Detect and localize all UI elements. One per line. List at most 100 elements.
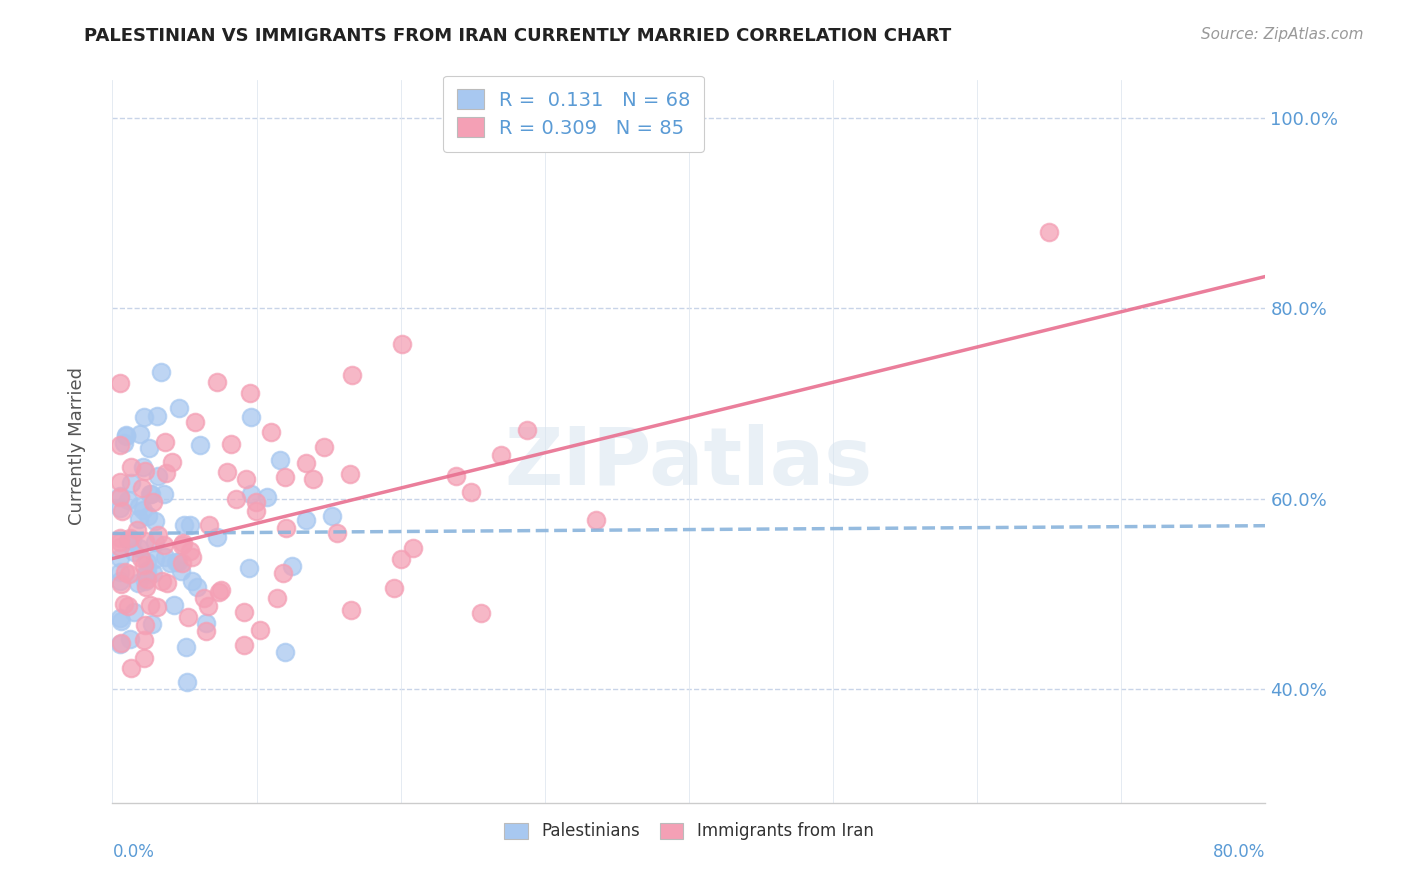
Point [302, 473, 325, 487]
Point [125, 523, 148, 537]
Point [117, 599, 139, 614]
Point [198, 518, 221, 533]
Point [138, 441, 160, 455]
Point [134, 574, 156, 588]
Point [122, 545, 145, 559]
Point [141, 487, 163, 501]
Point [120, 661, 142, 675]
Point [266, 591, 288, 605]
Point [193, 591, 215, 605]
Point [172, 556, 194, 570]
Point [110, 475, 132, 489]
Point [132, 632, 155, 647]
Point [112, 435, 135, 450]
Point [141, 616, 163, 631]
Point [312, 441, 335, 455]
Point [152, 538, 174, 552]
Point [108, 438, 131, 452]
Point [121, 533, 143, 548]
Point [321, 509, 343, 524]
Point [150, 365, 173, 379]
Point [159, 556, 181, 570]
Point [1038, 226, 1060, 240]
Text: 0.0%: 0.0% [112, 843, 155, 861]
Point [172, 538, 194, 552]
Point [127, 576, 149, 591]
Point [339, 467, 361, 481]
Point [516, 423, 538, 437]
Point [225, 491, 247, 506]
Point [163, 599, 186, 613]
Point [132, 558, 155, 572]
Text: Source: ZipAtlas.com: Source: ZipAtlas.com [1201, 27, 1364, 42]
Point [174, 640, 197, 654]
Point [382, 581, 405, 595]
Point [209, 582, 232, 597]
Point [134, 534, 156, 549]
Point [326, 525, 349, 540]
Point [491, 448, 513, 462]
Point [108, 376, 131, 390]
Point [181, 574, 204, 589]
Point [153, 435, 176, 450]
Point [176, 674, 198, 689]
Point [239, 486, 262, 500]
Point [271, 566, 294, 580]
Point [129, 427, 152, 442]
Point [281, 558, 304, 573]
Point [207, 530, 229, 544]
Text: PALESTINIAN VS IMMIGRANTS FROM IRAN CURRENTLY MARRIED CORRELATION CHART: PALESTINIAN VS IMMIGRANTS FROM IRAN CURR… [84, 27, 952, 45]
Legend: Palestinians, Immigrants from Iran: Palestinians, Immigrants from Iran [496, 814, 882, 848]
Point [177, 610, 200, 624]
Point [179, 518, 201, 533]
Point [179, 543, 201, 558]
Point [294, 513, 316, 527]
Point [173, 517, 195, 532]
Point [274, 645, 297, 659]
Point [132, 502, 155, 516]
Point [172, 536, 194, 550]
Point [139, 599, 162, 613]
Point [232, 605, 254, 619]
Point [150, 574, 173, 588]
Point [460, 485, 482, 500]
Point [245, 495, 267, 509]
Point [188, 438, 211, 452]
Point [117, 493, 139, 508]
Point [110, 576, 132, 591]
Point [181, 550, 204, 565]
Point [294, 456, 316, 470]
Point [108, 531, 131, 545]
Point [136, 508, 159, 523]
Point [122, 605, 145, 619]
Point [134, 464, 156, 478]
Text: 80.0%: 80.0% [1213, 843, 1265, 861]
Point [110, 636, 132, 650]
Point [162, 455, 184, 469]
Point [340, 602, 363, 616]
Point [108, 491, 131, 505]
Point [170, 564, 193, 578]
Point [205, 375, 228, 389]
Point [156, 576, 179, 591]
Point [238, 561, 260, 575]
Text: Currently Married: Currently Married [69, 367, 86, 525]
Point [108, 489, 131, 503]
Point [260, 425, 283, 439]
Point [153, 487, 176, 501]
Point [165, 556, 187, 570]
Point [470, 606, 492, 620]
Point [143, 515, 166, 529]
Point [167, 555, 190, 569]
Point [110, 503, 132, 517]
Point [197, 599, 219, 613]
Point [215, 465, 238, 479]
Point [142, 566, 165, 581]
Point [195, 624, 218, 638]
Point [232, 638, 254, 652]
Point [135, 572, 157, 586]
Point [183, 415, 205, 429]
Point [146, 409, 169, 423]
Point [108, 501, 131, 516]
Point [108, 535, 131, 549]
